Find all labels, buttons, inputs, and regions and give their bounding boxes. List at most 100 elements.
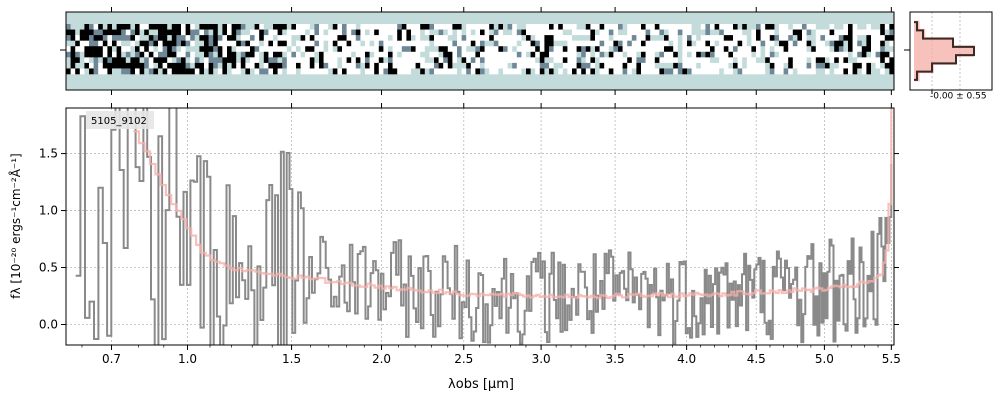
spectrum-pixel [351, 57, 357, 64]
spectrum-pixel [93, 29, 99, 36]
spectrum-pixel [857, 35, 863, 41]
spectrum-pixel [843, 46, 849, 53]
spectrum-pixel [604, 24, 610, 30]
spectrum-pixel [148, 68, 154, 75]
spectrum-pixel [618, 35, 623, 41]
spectrum-pixel [512, 35, 518, 41]
spectrum-pixel [411, 35, 416, 41]
spectrum-pixel [121, 35, 127, 41]
spectrum-pixel [871, 29, 876, 36]
spectrum-pixel [852, 51, 858, 58]
spectrum-pixel [889, 40, 895, 47]
spectrum-pixel [503, 68, 508, 75]
spectrum-pixel [558, 24, 564, 30]
spectrum-pixel [645, 29, 651, 36]
spectrum-pixel [89, 24, 94, 30]
spectrum-pixel [673, 24, 679, 30]
spectrum-pixel [158, 40, 163, 47]
two-d-spectrum-ticks [60, 7, 892, 95]
spectrum-pixel [815, 29, 821, 36]
spectrum-pixel [259, 51, 265, 58]
spectrum-model-series [133, 108, 893, 300]
spectrum-pixel [668, 29, 674, 36]
spectrum-pixel [659, 24, 665, 30]
spectrum-pixel [447, 68, 453, 75]
x-tick-label: 4.5 [747, 352, 766, 366]
spectrum-pixel [194, 51, 200, 58]
spectrum-pixel [291, 46, 297, 53]
spectrum-pixel [176, 35, 182, 41]
spectrum-pixel [438, 35, 444, 41]
spectrum-pixel [843, 68, 849, 75]
spectrum-pixel [125, 68, 131, 75]
spectrum-pixel [889, 57, 895, 64]
spectrum-pixel [673, 40, 679, 47]
spectrum-pixel [797, 40, 803, 47]
spectrum-pixel [420, 68, 426, 75]
spectrum-pixel [549, 62, 554, 69]
spectrum-pixel [231, 57, 237, 64]
spectrum-pixel [871, 24, 876, 30]
spectrum-pixel [447, 62, 453, 69]
spectrum-pixel [641, 51, 646, 58]
spectrum-pixel [618, 62, 623, 69]
spectrum-pixel [79, 62, 85, 69]
spectrum-pixel [875, 46, 881, 53]
spectrum-pixel [176, 51, 182, 58]
spectrum-pixel [337, 62, 343, 69]
spectrum-pixel [696, 57, 702, 64]
spectrum-pixel [424, 51, 430, 58]
spectrum-pixel [742, 35, 748, 41]
spectrum-pixel [116, 35, 122, 41]
spectrum-pixel [309, 62, 315, 69]
spectrum-pixel [314, 35, 320, 41]
spectrum-pixel [756, 62, 761, 69]
spectrum-id-label: 5105_9102 [91, 116, 147, 127]
spectrum-pixel [139, 24, 145, 30]
spectrum-pixel [351, 51, 357, 58]
spectrum-pixel [208, 46, 214, 53]
spectrum-pixel [737, 40, 743, 47]
spectrum-pixel [93, 35, 99, 41]
spectrum-pixel [654, 68, 660, 75]
spectrum-pixel [792, 40, 798, 47]
spectrum-pixel [493, 35, 499, 41]
spectrum-pixel [66, 68, 71, 75]
spectrum-pixel [466, 24, 472, 30]
spectrum-pixel [355, 40, 361, 47]
spectrum-pixel [429, 62, 435, 69]
spectrum-pixel [277, 29, 283, 36]
spectrum-pixel [360, 35, 366, 41]
spectrum-pixel [263, 62, 269, 69]
spectrum-pixel [553, 29, 559, 36]
spectrum-pixel [98, 29, 104, 36]
spectrum-pixel [553, 24, 559, 30]
spectrum-pixel [167, 62, 173, 69]
spectrum-pixel [705, 46, 711, 53]
spectrum-pixel [641, 35, 646, 41]
spectrum-pixel [700, 62, 706, 69]
spectrum-pixel [125, 51, 131, 58]
spectrum-pixel [98, 57, 104, 64]
spectrum-pixel [282, 46, 288, 53]
spectrum-pixel [245, 68, 251, 75]
spectrum-pixel [213, 68, 219, 75]
spectrum-pixel [604, 40, 610, 47]
spectrum-pixel [834, 57, 840, 64]
spectrum-pixel [378, 62, 384, 69]
spectrum-pixel [714, 24, 720, 30]
spectrum-pixel [227, 35, 232, 41]
spectrum-pixel [802, 46, 807, 53]
spectrum-pixel [397, 68, 403, 75]
spectrum-pixel [84, 35, 90, 41]
spectrum-pixel [806, 68, 812, 75]
spectrum-pixel [79, 40, 85, 47]
spectrum-pixel [153, 24, 159, 30]
spectrum-pixel [181, 29, 186, 36]
spectrum-pixel [530, 57, 536, 64]
spectrum-pixel [107, 62, 113, 69]
spectrum-pixel [107, 24, 113, 30]
spectrum-pixel [861, 51, 867, 58]
spectrum-pixel [116, 40, 122, 47]
spectrum-pixel [783, 68, 789, 75]
